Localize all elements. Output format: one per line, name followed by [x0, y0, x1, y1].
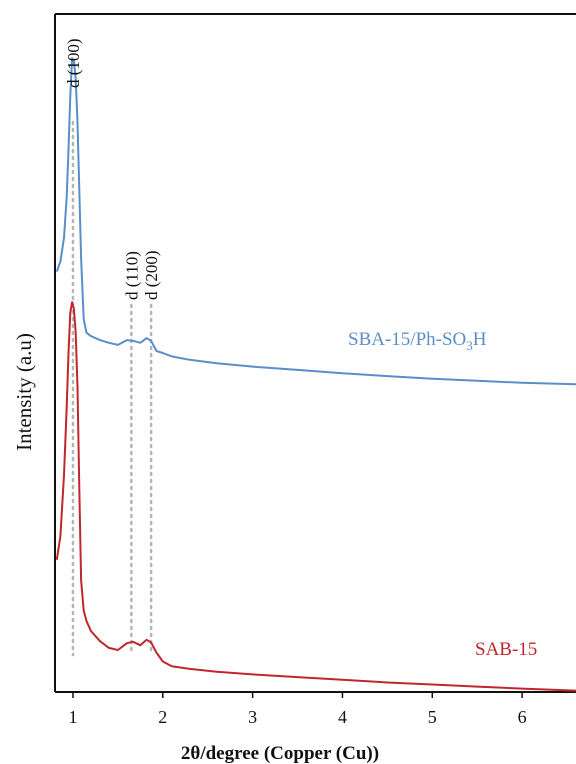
- series-line: [55, 301, 576, 692]
- series-layer: [55, 57, 576, 692]
- x-axis-title: 2θ/degree (Copper (Cu)): [181, 743, 379, 764]
- reflection-label: d (200): [142, 250, 161, 300]
- x-ticks: 1 2 3 4 5 6: [68, 692, 527, 727]
- reflection-guides: [71, 120, 153, 657]
- y-axis-title: Intensity (a.u): [12, 333, 36, 451]
- series-label-tail: H: [473, 329, 487, 350]
- x-tick-label: 2: [158, 707, 167, 727]
- x-tick-label: 6: [518, 707, 527, 727]
- labels-layer: d (100)d (110) d (200)SBA-15/Ph-SO3HSAB-1…: [12, 38, 537, 764]
- series-line: [55, 57, 576, 386]
- reflection-label: d (100): [64, 38, 83, 88]
- reflection-label: d (110): [122, 251, 141, 300]
- x-tick-label: 5: [428, 707, 437, 727]
- series-label: SAB-15: [475, 639, 537, 660]
- series-label: SBA-15/Ph-SO3H: [348, 329, 487, 353]
- axes: [54, 13, 576, 693]
- x-tick-label: 4: [338, 707, 347, 727]
- series-label-subscript: 3: [466, 338, 473, 353]
- series-label-main: SBA-15/Ph-SO: [348, 329, 466, 350]
- series-label-main: SAB-15: [475, 639, 537, 660]
- x-tick-label: 3: [248, 707, 257, 727]
- x-tick-label: 1: [68, 707, 77, 727]
